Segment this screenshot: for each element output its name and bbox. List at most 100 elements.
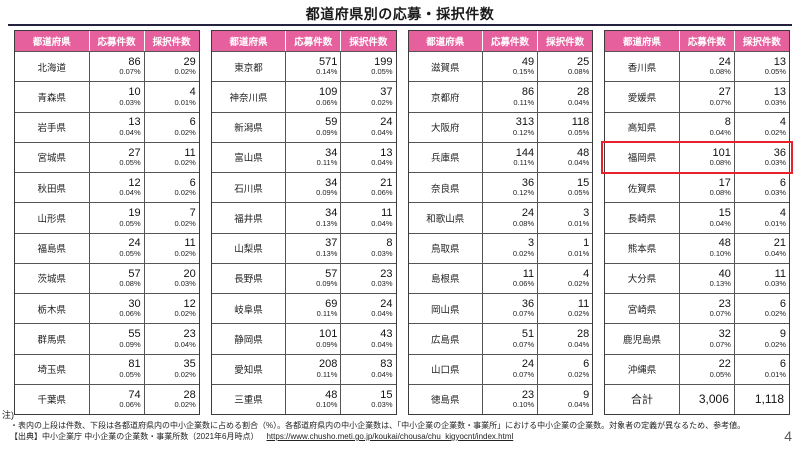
prefecture-name: 長崎県 — [627, 213, 657, 225]
count-value: 10 — [128, 86, 141, 99]
column-header: 応募件数 — [678, 31, 734, 51]
prefecture-table-2: 都道府県 応募件数 採択件数 東京都 571 0.14% 199 0.05% 神奈川県 109 0.… — [210, 30, 397, 415]
share-percentage: 0.02% — [174, 400, 196, 410]
column-header: 都道府県 — [15, 31, 89, 51]
count-value: 86 — [521, 86, 535, 99]
applications-cell: 19 0.05% — [88, 203, 144, 233]
applications-cell: 55 0.09% — [88, 324, 144, 354]
prefecture-name: 静岡県 — [234, 334, 263, 346]
table-row: 兵庫県 144 0.11% 48 0.04% — [408, 141, 593, 172]
share-percentage: 0.04% — [567, 97, 590, 107]
adoptions-cell: 4 0.02% — [537, 263, 592, 293]
count-value: 6 — [779, 297, 786, 310]
table-row: 島根県 11 0.06% 4 0.02% — [408, 262, 593, 293]
prefecture-name: 山梨県 — [234, 244, 263, 256]
prefecture-name: 滋賀県 — [430, 62, 460, 74]
count-value: 48 — [325, 388, 338, 401]
share-percentage: 0.09% — [316, 188, 338, 198]
count-value: 40 — [718, 267, 731, 280]
applications-cell: 69 0.11% — [285, 294, 340, 324]
share-percentage: 0.06% — [512, 279, 535, 289]
share-percentage: 0.05% — [119, 218, 141, 228]
share-percentage: 0.03% — [174, 279, 196, 289]
table-header-row: 都道府県 応募件数 採択件数 — [15, 31, 199, 51]
applications-cell: 49 0.15% — [482, 52, 537, 82]
count-value: 8 — [386, 237, 393, 250]
count-value: 15 — [380, 388, 393, 401]
prefecture-name: 沖縄県 — [627, 365, 657, 377]
count-value: 57 — [325, 267, 338, 280]
table-row: 秋田県 12 0.04% 6 0.02% — [15, 172, 199, 203]
adoptions-cell: 15 0.03% — [340, 384, 395, 414]
adoptions-cell: 199 0.05% — [340, 52, 395, 82]
count-value: 24 — [128, 237, 141, 250]
share-percentage: 0.04% — [371, 369, 393, 379]
prefecture-name: 山口県 — [430, 365, 460, 377]
count-value: 101 — [712, 146, 731, 159]
count-value: 21 — [773, 237, 786, 250]
count-value: 24 — [521, 358, 535, 371]
count-value: 6 — [779, 358, 786, 371]
share-percentage: 0.08% — [709, 188, 731, 198]
share-percentage: 0.06% — [316, 97, 338, 107]
count-value: 48 — [718, 237, 731, 250]
share-percentage: 0.01% — [764, 369, 786, 379]
count-value: 208 — [319, 358, 338, 371]
table-row: 佐賀県 17 0.08% 6 0.03% — [605, 172, 789, 203]
share-percentage: 0.05% — [119, 369, 141, 379]
share-percentage: 0.02% — [512, 248, 535, 258]
prefecture-name: 鹿児島県 — [622, 334, 661, 346]
adoptions-cell: 11 0.02% — [537, 294, 592, 324]
prefecture-table-1: 都道府県 応募件数 採択件数 北海道 86 0.07% 29 0.02% 青森県 10 0.03% 4… — [14, 30, 200, 415]
count-value: 11 — [522, 267, 535, 280]
prefecture-name: 富山県 — [234, 153, 263, 165]
applications-cell: 37 0.13% — [285, 233, 340, 263]
prefecture-name: 熊本県 — [627, 244, 657, 256]
table-header-row: 都道府県 応募件数 採択件数 — [211, 31, 396, 51]
share-percentage: 0.04% — [567, 158, 590, 168]
table-row: 岩手県 13 0.04% 6 0.02% — [15, 111, 199, 142]
share-percentage: 0.05% — [709, 369, 731, 379]
table-row: 三重県 48 0.10% 15 0.03% — [211, 383, 396, 414]
count-value: 24 — [380, 297, 393, 310]
adoptions-cell: 36 0.03% — [733, 142, 789, 172]
applications-cell: 34 0.13% — [285, 203, 340, 233]
count-value: 19 — [128, 207, 141, 220]
share-percentage: 0.07% — [119, 67, 141, 77]
source-url-link[interactable]: https://www.chusho.meti.go.jp/koukai/cho… — [266, 432, 514, 441]
count-value: 4 — [779, 207, 786, 220]
count-value: 51 — [521, 328, 535, 341]
column-header: 採択件数 — [537, 31, 593, 51]
count-value: 30 — [128, 297, 141, 310]
count-value: 7 — [189, 207, 196, 220]
share-percentage: 0.02% — [371, 97, 393, 107]
adoptions-cell: 35 0.02% — [143, 354, 199, 384]
share-percentage: 0.09% — [316, 339, 338, 349]
share-percentage: 0.08% — [512, 218, 535, 228]
share-percentage: 0.09% — [119, 339, 141, 349]
applications-cell: 8 0.04% — [678, 112, 734, 142]
table-row: 鹿児島県 32 0.07% 9 0.02% — [605, 323, 789, 354]
prefecture-name: 徳島県 — [430, 395, 460, 407]
applications-cell: 81 0.05% — [88, 354, 144, 384]
prefecture-name: 宮城県 — [37, 153, 66, 165]
prefecture-name: 和歌山県 — [426, 213, 465, 225]
prefecture-name: 兵庫県 — [430, 153, 460, 165]
table-row: 京都府 86 0.11% 28 0.04% — [408, 81, 593, 112]
adoptions-cell: 6 0.02% — [143, 112, 199, 142]
adoptions-cell: 11 0.03% — [733, 263, 789, 293]
count-value: 28 — [183, 388, 196, 401]
share-percentage: 0.03% — [371, 248, 393, 258]
share-percentage: 0.08% — [567, 67, 590, 77]
prefecture-name: 愛知県 — [234, 365, 263, 377]
table-row: 宮崎県 23 0.07% 6 0.02% — [605, 293, 789, 324]
table-row: 北海道 86 0.07% 29 0.02% — [15, 51, 199, 82]
count-value: 6 — [583, 358, 590, 371]
prefecture-name: 新潟県 — [234, 123, 263, 135]
adoptions-cell: 3 0.01% — [537, 203, 592, 233]
share-percentage: 0.11% — [316, 158, 338, 168]
applications-cell: 36 0.07% — [482, 294, 537, 324]
share-percentage: 0.11% — [316, 369, 338, 379]
count-value: 25 — [577, 55, 590, 68]
count-value: 12 — [128, 176, 141, 189]
